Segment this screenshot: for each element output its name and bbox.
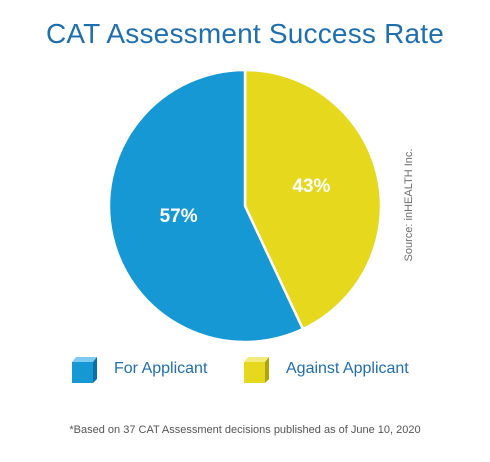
pie-slice-against-applicant: [243, 68, 383, 331]
chart-title: CAT Assessment Success Rate: [45, 18, 445, 49]
slice-label-for-applicant: 57%: [160, 206, 198, 227]
legend-label-against-applicant: Against Applicant: [286, 360, 409, 377]
yellow-cube-icon: [244, 357, 269, 383]
source-note: Source: inHEALTH Inc.: [403, 149, 415, 262]
chart-legend: For Applicant Against Applicant: [0, 352, 490, 388]
legend-label-for-applicant: For Applicant: [114, 360, 208, 377]
blue-cube-icon: [72, 357, 97, 383]
legend-item-for-applicant: For Applicant: [70, 352, 207, 386]
pie-slices: [107, 68, 383, 344]
pie-slice-labels: 43% 57%: [160, 176, 331, 227]
footnote: *Based on 37 CAT Assessment decisions pu…: [69, 424, 421, 436]
pie-slice-for-applicant: [107, 68, 305, 344]
slice-label-against-applicant: 43%: [292, 176, 330, 197]
legend-item-against-applicant: Against Applicant: [242, 352, 409, 386]
